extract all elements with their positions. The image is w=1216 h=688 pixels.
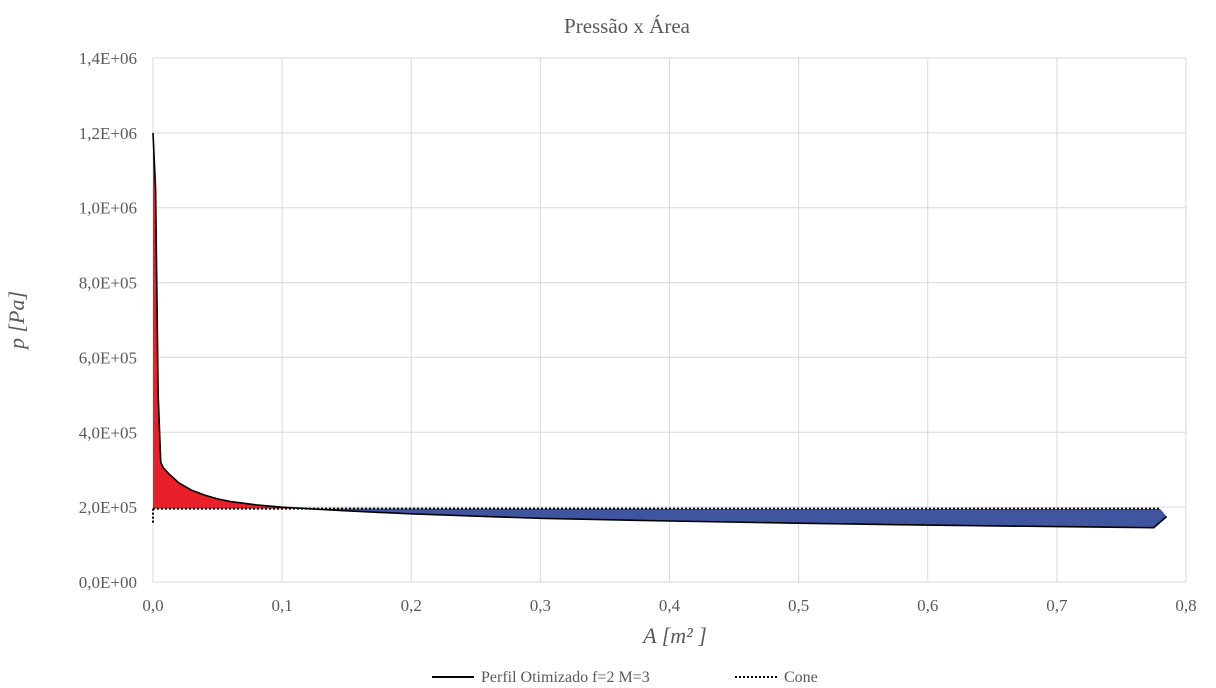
legend: Perfil Otimizado f=2 M=3 Cone — [432, 669, 818, 686]
y-tick-label: 1,0E+06 — [79, 199, 137, 218]
y-tick-label: 8,0E+05 — [79, 274, 137, 293]
x-tick-label: 0,8 — [1175, 596, 1196, 615]
y-tick-label: 1,2E+06 — [79, 124, 137, 143]
legend-label-cone: Cone — [784, 669, 818, 686]
grid — [152, 57, 1187, 583]
area-above-cone — [153, 132, 308, 509]
x-axis-label: A [m² ] — [641, 623, 707, 648]
x-tick-label: 0,3 — [530, 596, 551, 615]
y-tick-label: 2,0E+05 — [79, 498, 137, 517]
x-tick-label: 0,5 — [788, 596, 809, 615]
x-tick-labels: 0,0 0,1 0,2 0,3 0,4 0,5 0,6 0,7 0,8 — [142, 596, 1196, 615]
y-tick-label: 1,4E+06 — [79, 49, 137, 68]
x-tick-label: 0,2 — [401, 596, 422, 615]
x-tick-label: 0,1 — [272, 596, 293, 615]
area-below-cone — [307, 508, 1167, 528]
series-line-perfil — [152, 132, 1168, 529]
x-tick-label: 0,0 — [142, 596, 163, 615]
chart-title: Pressão x Área — [564, 14, 691, 38]
area-fills — [153, 132, 1167, 528]
x-tick-label: 0,7 — [1046, 596, 1068, 615]
y-tick-label: 4,0E+05 — [79, 423, 137, 442]
legend-label-perfil: Perfil Otimizado f=2 M=3 — [481, 669, 650, 686]
y-tick-labels: 0,0E+00 2,0E+05 4,0E+05 6,0E+05 8,0E+05 1,0E+… — [79, 49, 137, 592]
x-tick-label: 0,6 — [917, 596, 938, 615]
y-tick-label: 0,0E+00 — [79, 573, 137, 592]
series-lines — [152, 132, 1168, 529]
x-tick-label: 0,4 — [659, 596, 681, 615]
y-axis-label: p [Pa] — [4, 291, 29, 351]
y-tick-label: 6,0E+05 — [79, 348, 137, 367]
